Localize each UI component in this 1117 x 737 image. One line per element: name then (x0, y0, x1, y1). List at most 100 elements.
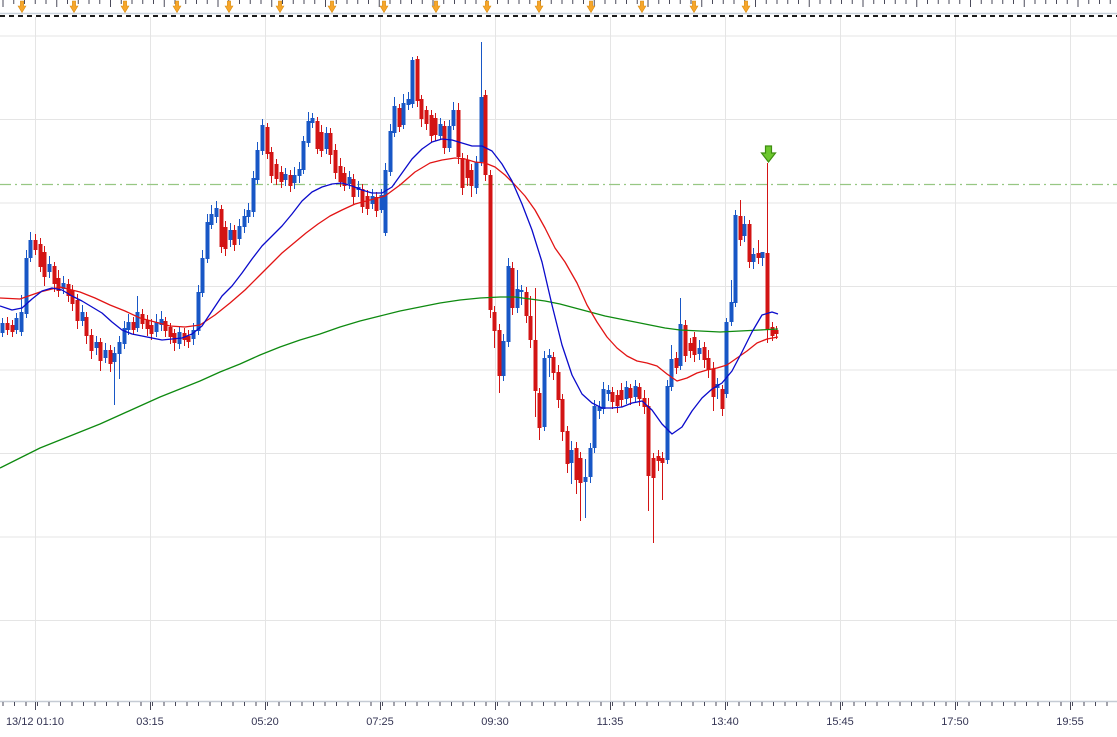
time-axis-label[interactable]: 13/12 01:10 (6, 716, 64, 728)
candle-body-up (310, 118, 315, 123)
candle-body-up (447, 126, 452, 148)
candle-body-down (578, 458, 583, 483)
candle-body-up (633, 386, 638, 397)
candle-body-up (14, 318, 19, 330)
slow-ma-green (0, 296, 779, 469)
candle-body-up (597, 407, 602, 411)
candle-body-down (186, 336, 191, 342)
candle-body-up (103, 350, 108, 358)
candle-body-down (565, 431, 570, 464)
candle-body-up (742, 224, 747, 236)
candle-body-down (551, 357, 556, 373)
candle-body-down (510, 268, 515, 308)
candle-body-up (697, 348, 702, 354)
candle-body-down (274, 164, 279, 179)
orange-down-arrow-icon (172, 0, 182, 14)
candle-body-down (172, 333, 177, 343)
candle-body-down (52, 266, 57, 284)
time-axis-label[interactable]: 09:30 (481, 716, 509, 728)
candle-body-up (760, 252, 765, 258)
candle-body-down (651, 458, 656, 478)
candle-body-down (674, 358, 679, 368)
candle-body-down (5, 323, 10, 330)
candle-body-up (474, 162, 479, 188)
candle-body-up (379, 195, 384, 210)
candle-body-up (410, 60, 415, 104)
candle-body-down (149, 325, 154, 334)
time-axis-label[interactable]: 17:50 (941, 716, 969, 728)
candle-body-down (66, 284, 71, 296)
orange-down-arrow-icon (224, 0, 234, 14)
orange-down-arrow-icon (741, 0, 751, 14)
candle-body-down (497, 330, 502, 376)
candle-body-up (592, 406, 597, 448)
orange-down-arrow-icon (17, 0, 27, 14)
candle-body-down (328, 133, 333, 155)
candle-body-down (33, 240, 38, 250)
candle-body-down (42, 252, 47, 277)
candle-body-up (80, 312, 85, 321)
candle-body-down (424, 110, 429, 124)
candle-body-up (94, 342, 99, 348)
candle-body-up (47, 264, 52, 272)
candle-body-up (606, 390, 611, 394)
time-axis-label[interactable]: 03:15 (136, 716, 164, 728)
candle-body-down (98, 342, 103, 361)
candle-body-down (319, 132, 324, 151)
candle-body-down (433, 118, 438, 135)
candle-body-up (542, 358, 547, 427)
candle-body-up (733, 215, 738, 303)
candle-body-up (751, 254, 756, 262)
time-axis-label[interactable]: 05:20 (251, 716, 279, 728)
candle-body-up (228, 230, 233, 240)
candle-body-up (547, 355, 552, 358)
candle-body-up (438, 124, 443, 136)
candle-body-down (360, 189, 365, 207)
candle-body-down (560, 399, 565, 432)
candle-body-up (724, 322, 729, 394)
candle-body-down (556, 372, 561, 400)
candle-body-up (112, 353, 117, 362)
time-axis-label[interactable]: 19:55 (1056, 716, 1084, 728)
down-arrow-icon[interactable] (760, 145, 777, 163)
candle-body-down (131, 322, 136, 330)
candle-body-up (392, 106, 397, 133)
candle-body-down (342, 173, 347, 186)
candle-body-up (200, 258, 205, 293)
time-axis-label[interactable]: 15:45 (826, 716, 854, 728)
candle-body-down (747, 224, 752, 262)
candle-body-down (56, 278, 61, 291)
candle-body-down (10, 325, 15, 332)
candle-body-up (665, 386, 670, 460)
candle-body-down (465, 160, 470, 178)
candle-body-up (583, 477, 588, 482)
candle-body-down (615, 395, 620, 406)
candle-body-up (122, 328, 127, 344)
sell-signal-arrow-icon[interactable] (760, 145, 777, 163)
orange-down-arrow-icon (69, 0, 79, 14)
time-axis-label[interactable]: 13:40 (711, 716, 739, 728)
candle-body-down (656, 456, 661, 461)
candle-body-down (75, 300, 80, 321)
candle-body-down (315, 121, 320, 149)
candle-body-down (619, 390, 624, 400)
time-axis-label[interactable]: 11:35 (597, 716, 624, 728)
candle-body-down (460, 158, 465, 188)
time-axis[interactable]: 13/12 01:10 03:15 05:20 07:25 09:30 11:35 13:4… (0, 700, 1117, 729)
candle-body-down (770, 327, 775, 336)
candle-body-up (519, 290, 524, 292)
candle-body-down (706, 358, 711, 370)
candle-body-down (38, 244, 43, 267)
candle-body-up (159, 319, 164, 325)
orange-down-arrow-icon (689, 0, 699, 14)
candle-body-down (429, 115, 434, 136)
candle-body-down (108, 350, 113, 364)
orange-down-arrow-icon (586, 0, 596, 14)
orange-down-arrow-icon (637, 0, 647, 14)
time-axis-label[interactable]: 07:25 (366, 716, 394, 728)
candle-body-down (610, 392, 615, 402)
candle-body-down (351, 179, 356, 197)
candle-body-down (397, 108, 402, 127)
